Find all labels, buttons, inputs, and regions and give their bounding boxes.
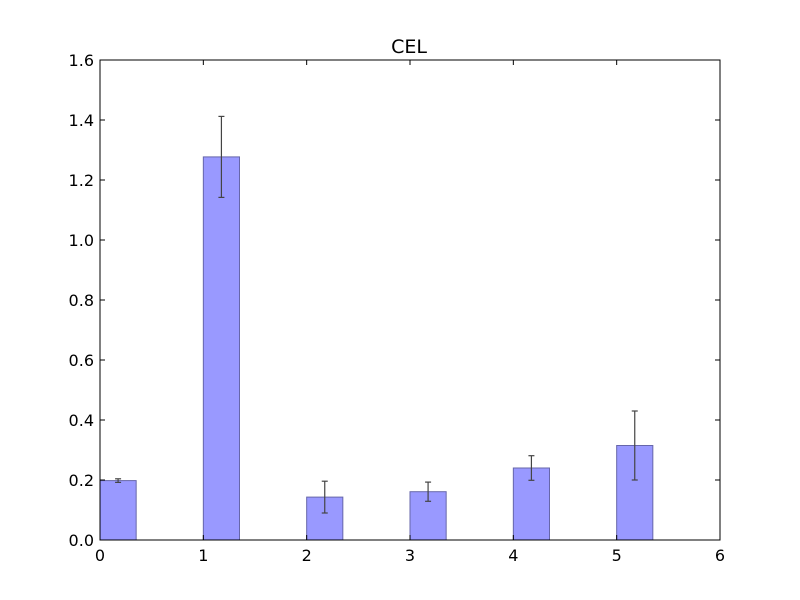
x-tick-label: 6 bbox=[715, 546, 725, 565]
bar-0 bbox=[99, 480, 137, 541]
y-tick-label: 0.8 bbox=[69, 291, 94, 310]
y-tick-label: 0.0 bbox=[69, 531, 94, 550]
y-tick-label: 1.6 bbox=[69, 51, 94, 70]
x-tick-labels: 0 1 2 3 4 5 6 bbox=[95, 546, 725, 565]
error-bar-1 bbox=[218, 115, 225, 198]
x-tick-label: 0 bbox=[95, 546, 105, 565]
y-tick-labels: 0.0 0.2 0.4 0.6 0.8 1.0 1.2 1.4 1.6 bbox=[69, 51, 94, 550]
y-tick-label: 0.6 bbox=[69, 351, 94, 370]
error-bar-4 bbox=[528, 455, 535, 481]
x-tick-label: 4 bbox=[508, 546, 518, 565]
error-bar-5 bbox=[631, 410, 638, 481]
y-tick-label: 1.4 bbox=[69, 111, 94, 130]
error-bar-0 bbox=[115, 478, 122, 483]
y-tick-label: 1.2 bbox=[69, 171, 94, 190]
chart-title: CEL bbox=[391, 36, 427, 58]
bar-1 bbox=[202, 156, 240, 541]
error-bars-layer bbox=[115, 115, 638, 514]
x-tick-label: 2 bbox=[302, 546, 312, 565]
y-tick-label: 0.4 bbox=[69, 411, 94, 430]
error-bar-3 bbox=[425, 481, 432, 502]
bar-5 bbox=[616, 445, 654, 541]
ticks-layer bbox=[99, 59, 721, 541]
x-tick-label: 1 bbox=[198, 546, 208, 565]
y-tick-label: 0.2 bbox=[69, 471, 94, 490]
x-tick-label: 5 bbox=[612, 546, 622, 565]
x-tick-label: 3 bbox=[405, 546, 415, 565]
y-tick-label: 1.0 bbox=[69, 231, 94, 250]
error-bar-2 bbox=[321, 480, 328, 514]
bars-layer bbox=[99, 156, 654, 541]
